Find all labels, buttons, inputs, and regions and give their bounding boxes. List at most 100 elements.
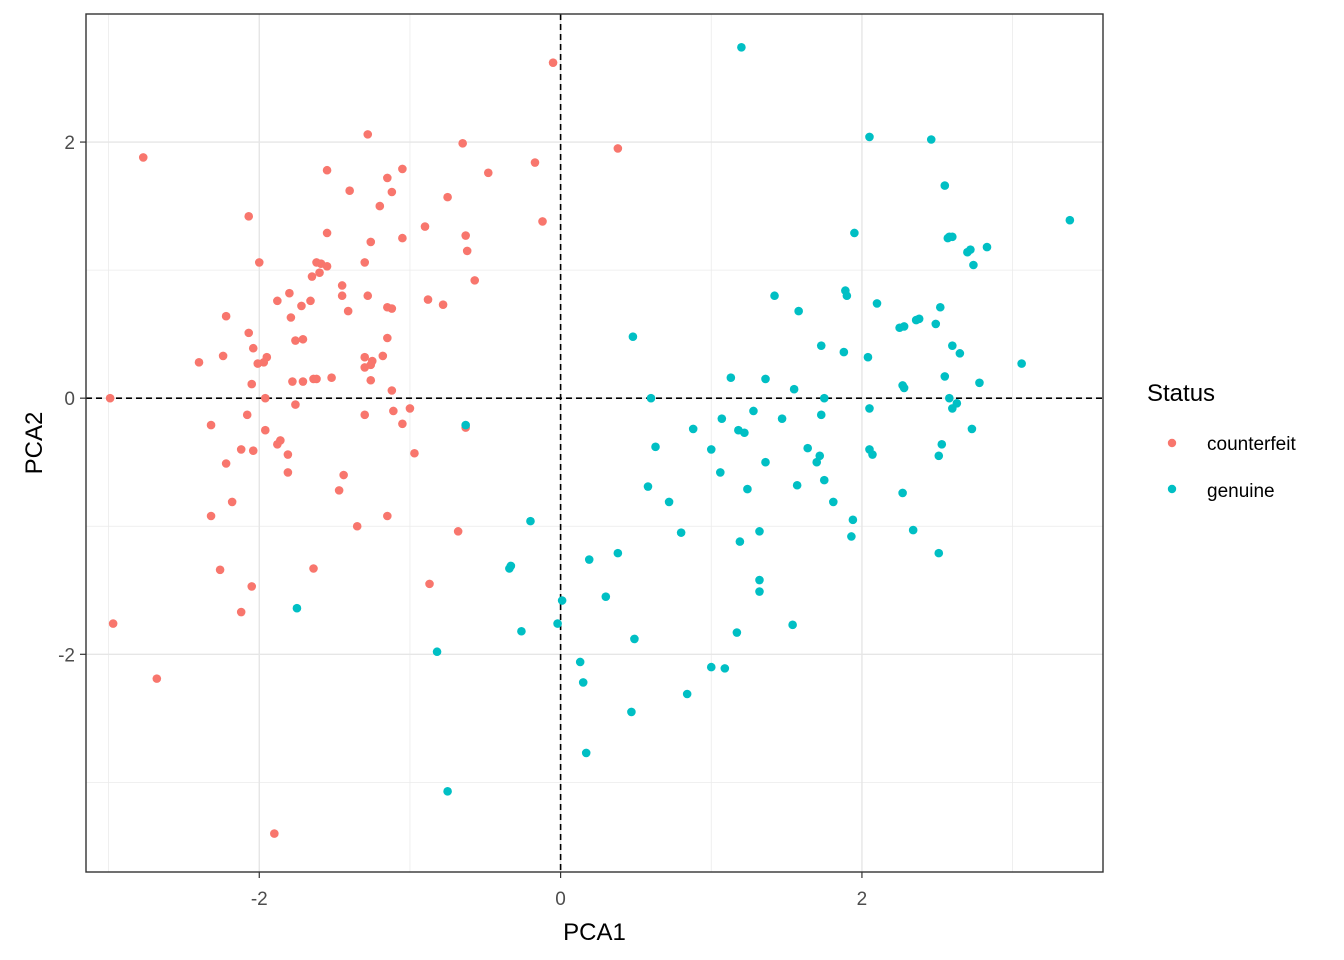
data-point-genuine (553, 619, 562, 628)
data-point-counterfeit (298, 377, 308, 386)
data-point-counterfeit (462, 246, 472, 256)
data-point-genuine (735, 537, 745, 546)
data-point-counterfeit (360, 363, 370, 372)
data-point-counterfeit (270, 829, 279, 838)
data-point-counterfeit (322, 165, 332, 175)
data-point-counterfeit (206, 420, 216, 430)
data-point-counterfeit (242, 410, 252, 420)
data-point-counterfeit (248, 343, 258, 353)
data-point-genuine (461, 420, 470, 430)
data-point-counterfeit (443, 192, 452, 202)
data-points (105, 42, 1075, 838)
data-point-counterfeit (254, 258, 264, 267)
data-point-genuine (755, 587, 764, 596)
data-point-genuine (812, 457, 822, 467)
data-point-genuine (581, 748, 591, 758)
data-point-counterfeit (387, 386, 397, 395)
data-point-counterfeit (420, 222, 430, 231)
data-point-genuine (726, 373, 736, 382)
data-point-genuine (643, 482, 653, 491)
data-point-counterfeit (548, 58, 558, 67)
data-point-genuine (717, 414, 727, 423)
data-point-genuine (863, 352, 873, 362)
plot-panel-border (85, 13, 1104, 873)
data-point-genuine (803, 443, 812, 453)
data-point-genuine (899, 383, 909, 393)
data-point-counterfeit (298, 334, 308, 344)
data-point-counterfeit (461, 231, 470, 240)
data-point-genuine (716, 468, 725, 477)
data-point-genuine (740, 428, 749, 438)
data-point-genuine (816, 341, 826, 350)
data-point-counterfeit (236, 445, 246, 454)
data-point-genuine (505, 564, 514, 573)
x-tick-label: -2 (251, 889, 268, 910)
legend-title: Status (1147, 380, 1215, 407)
data-point-genuine (628, 332, 638, 342)
data-point-counterfeit (363, 130, 373, 139)
data-point-counterfeit (345, 186, 354, 196)
data-point-genuine (517, 626, 526, 636)
data-point-genuine (720, 664, 730, 673)
data-point-genuine (664, 497, 674, 507)
data-point-counterfeit (227, 497, 237, 507)
data-point-counterfeit (458, 139, 467, 148)
data-point-counterfeit (337, 281, 347, 290)
data-point-genuine (770, 291, 779, 301)
data-point-counterfeit (389, 406, 398, 416)
data-point-genuine (743, 484, 752, 494)
data-point-counterfeit (360, 410, 370, 420)
data-point-genuine (761, 457, 770, 467)
data-point-genuine (865, 132, 874, 142)
legend-key-genuine (1167, 484, 1177, 494)
data-point-counterfeit (260, 393, 270, 403)
data-point-genuine (761, 374, 770, 384)
data-point-genuine (937, 439, 947, 449)
data-point-counterfeit (423, 295, 433, 304)
data-point-genuine (816, 410, 826, 420)
data-point-genuine (865, 404, 874, 413)
data-point-counterfeit (221, 311, 231, 321)
plot-panel-background (86, 14, 1103, 872)
data-point-counterfeit (288, 377, 297, 386)
data-point-counterfeit (483, 168, 493, 178)
data-point-genuine (955, 349, 965, 358)
data-point-counterfeit (405, 404, 415, 413)
data-point-counterfeit (337, 291, 347, 301)
data-point-counterfeit (339, 470, 348, 480)
x-axis-title: PCA1 (563, 919, 626, 946)
data-point-genuine (432, 647, 442, 657)
data-point-counterfeit (378, 351, 388, 361)
data-point-counterfeit (152, 674, 162, 683)
legend-label-counterfeit: counterfeit (1207, 434, 1296, 455)
data-point-counterfeit (306, 296, 315, 306)
axis-ticks: -2 0 2 -2 0 2 (58, 133, 867, 910)
data-point-genuine (934, 451, 944, 461)
data-point-genuine (601, 592, 611, 601)
data-point-genuine (1017, 359, 1026, 368)
data-point-genuine (945, 393, 954, 403)
data-point-genuine (908, 525, 918, 535)
x-tick-label: 0 (555, 889, 566, 910)
data-point-counterfeit (360, 258, 370, 267)
data-point-counterfeit (538, 217, 547, 226)
data-point-genuine (706, 445, 716, 454)
data-point-counterfeit (383, 511, 392, 521)
data-point-genuine (911, 315, 921, 325)
data-point-counterfeit (273, 296, 282, 306)
data-point-genuine (848, 515, 858, 525)
data-point-counterfeit (375, 201, 385, 211)
data-point-counterfeit (387, 187, 397, 197)
data-point-counterfeit (322, 228, 332, 238)
data-point-genuine (931, 319, 941, 329)
data-point-counterfeit (398, 419, 407, 429)
data-point-counterfeit (343, 306, 353, 316)
data-point-counterfeit (410, 448, 419, 458)
data-point-genuine (895, 323, 904, 333)
data-point-counterfeit (363, 291, 373, 301)
data-point-counterfeit (352, 521, 362, 531)
data-point-counterfeit (138, 153, 148, 162)
data-point-counterfeit (291, 400, 300, 409)
data-point-genuine (613, 548, 623, 558)
